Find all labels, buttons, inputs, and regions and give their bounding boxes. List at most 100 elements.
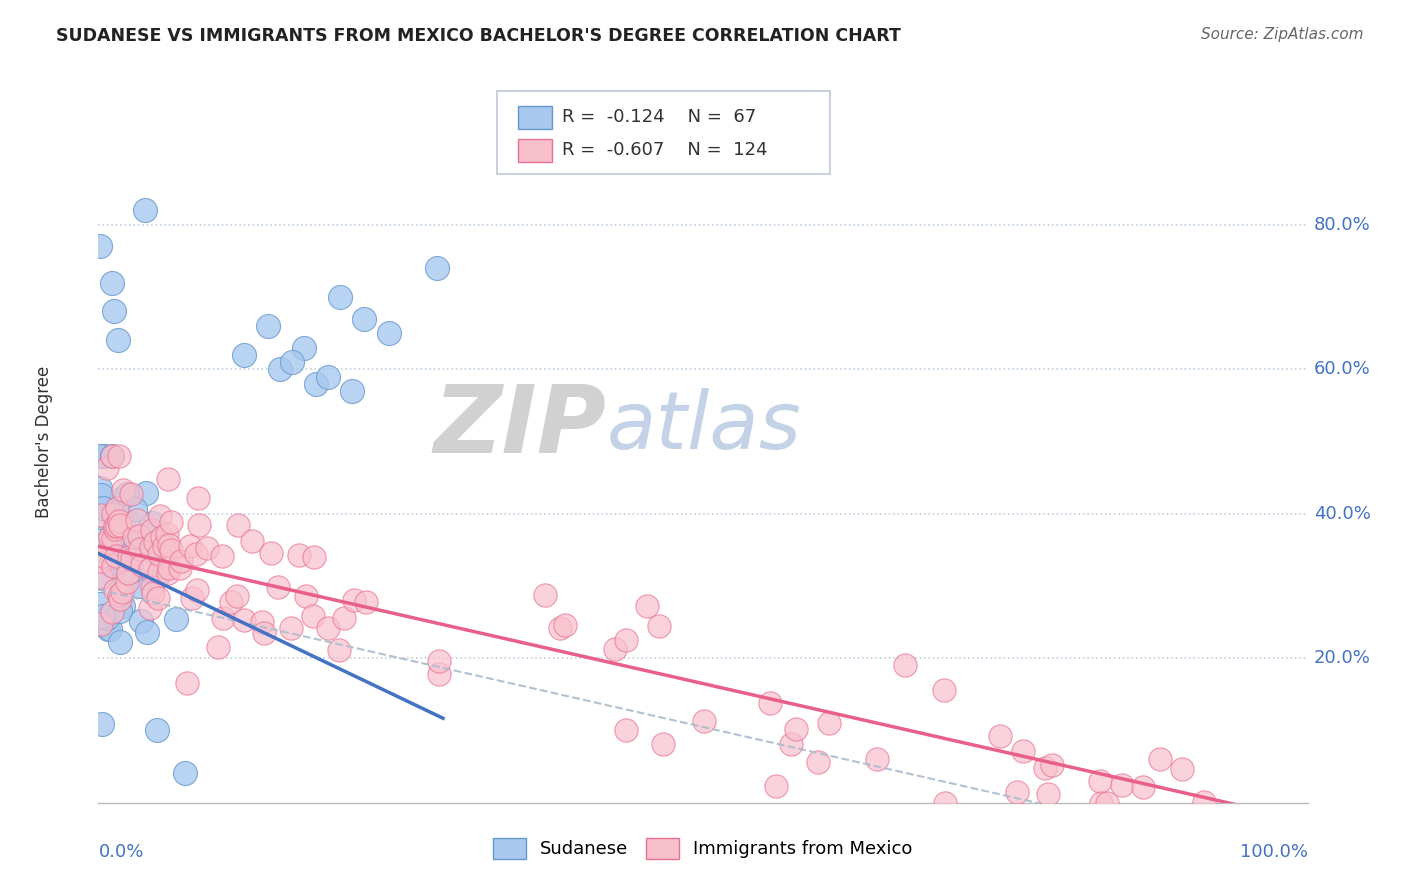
Point	[605, 642, 627, 657]
Bar	[517, 105, 553, 128]
Legend: Sudanese, Immigrants from Mexico: Sudanese, Immigrants from Mexico	[486, 830, 920, 866]
Point	[302, 609, 325, 624]
Point	[652, 738, 675, 752]
Point	[94, 535, 117, 549]
Point	[115, 487, 138, 501]
Point	[90, 488, 112, 502]
Point	[97, 549, 120, 563]
Point	[1149, 752, 1171, 766]
Point	[98, 622, 121, 636]
Point	[207, 640, 229, 655]
Point	[354, 595, 377, 609]
Point	[534, 588, 557, 602]
Point	[127, 541, 149, 556]
Point	[377, 326, 399, 340]
Point	[114, 574, 136, 588]
Point	[232, 348, 254, 362]
Text: 0.0%: 0.0%	[98, 843, 143, 861]
Point	[110, 604, 132, 618]
Point	[934, 796, 956, 810]
Point	[647, 619, 669, 633]
Point	[1095, 796, 1118, 810]
Point	[108, 518, 131, 533]
Point	[101, 558, 124, 573]
Point	[156, 527, 179, 541]
Point	[173, 766, 195, 780]
Point	[90, 569, 112, 583]
Point	[1132, 780, 1154, 794]
Point	[89, 510, 111, 524]
Point	[807, 756, 830, 770]
Point	[157, 538, 180, 552]
Text: SUDANESE VS IMMIGRANTS FROM MEXICO BACHELOR'S DEGREE CORRELATION CHART: SUDANESE VS IMMIGRANTS FROM MEXICO BACHE…	[56, 27, 901, 45]
Point	[146, 591, 169, 606]
Text: atlas: atlas	[606, 388, 801, 467]
Bar	[517, 139, 553, 162]
Point	[101, 605, 124, 619]
Point	[197, 541, 219, 555]
Point	[93, 549, 115, 564]
Point	[145, 570, 167, 584]
Point	[91, 608, 114, 623]
Point	[121, 552, 143, 566]
Point	[1192, 795, 1215, 809]
Point	[129, 614, 152, 628]
Point	[187, 491, 209, 505]
Point	[117, 574, 139, 589]
Point	[145, 723, 167, 737]
Point	[90, 508, 112, 522]
Point	[152, 530, 174, 544]
Point	[134, 203, 156, 218]
Point	[894, 658, 917, 673]
Point	[143, 546, 166, 560]
Point	[89, 571, 111, 585]
Point	[108, 521, 131, 535]
Point	[91, 543, 114, 558]
Point	[120, 487, 142, 501]
Point	[342, 384, 364, 398]
Point	[105, 500, 128, 515]
Point	[281, 355, 304, 369]
Point	[148, 508, 170, 523]
Point	[253, 626, 276, 640]
Point	[131, 558, 153, 572]
Point	[165, 612, 187, 626]
Point	[111, 599, 134, 613]
Point	[104, 522, 127, 536]
Point	[1088, 774, 1111, 789]
Point	[159, 515, 181, 529]
Text: Bachelor's Degree: Bachelor's Degree	[35, 366, 53, 517]
Point	[107, 558, 129, 572]
Point	[292, 341, 315, 355]
Point	[117, 566, 139, 581]
Text: R =  -0.124    N =  67: R = -0.124 N = 67	[561, 108, 756, 126]
Point	[1033, 760, 1056, 774]
Point	[765, 779, 787, 793]
Point	[614, 633, 637, 648]
Point	[148, 547, 170, 561]
Point	[1171, 762, 1194, 776]
Point	[91, 501, 114, 516]
Point	[90, 717, 112, 731]
Point	[101, 449, 124, 463]
Point	[240, 534, 263, 549]
Point	[91, 549, 114, 563]
Point	[1005, 784, 1028, 798]
Point	[353, 311, 375, 326]
Point	[259, 546, 281, 560]
Point	[554, 618, 576, 632]
Point	[932, 682, 955, 697]
Point	[692, 714, 714, 729]
Point	[121, 547, 143, 561]
Point	[426, 261, 449, 276]
Point	[637, 599, 659, 613]
Point	[103, 304, 125, 318]
FancyBboxPatch shape	[498, 91, 830, 174]
Point	[97, 623, 120, 637]
Point	[295, 589, 318, 603]
Point	[104, 519, 127, 533]
Point	[122, 530, 145, 544]
Text: ZIP: ZIP	[433, 381, 606, 473]
Point	[110, 531, 132, 545]
Point	[759, 696, 782, 710]
